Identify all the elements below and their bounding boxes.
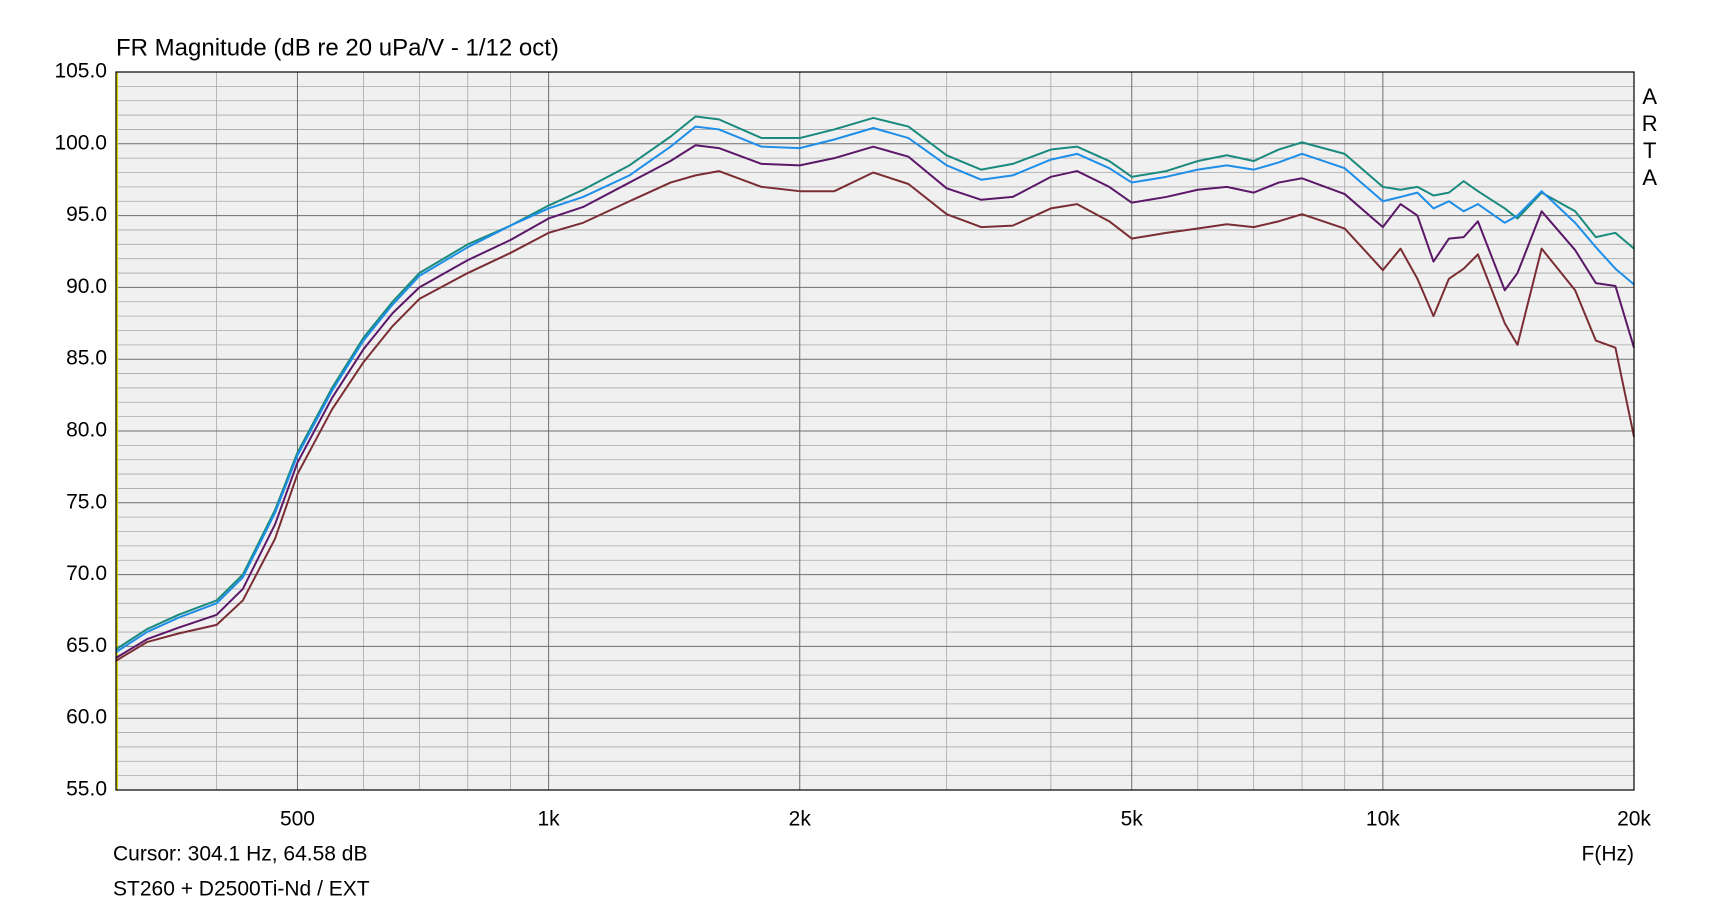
y-tick-label: 65.0 [66, 634, 107, 657]
subtitle: ST260 + D2500Ti-Nd / EXT [113, 878, 370, 901]
y-tick-label: 55.0 [66, 778, 107, 801]
x-tick-label: 10k [1366, 808, 1400, 831]
y-tick-label: 105.0 [54, 60, 107, 83]
x-tick-label: 1k [538, 808, 561, 831]
series-line [115, 170, 1635, 662]
series-line [115, 144, 1635, 659]
y-tick-label: 90.0 [66, 275, 107, 298]
x-tick-label: 2k [789, 808, 812, 831]
y-tick-label: 100.0 [54, 131, 107, 154]
watermark: ARTA [1637, 84, 1662, 192]
y-tick-label: 80.0 [66, 419, 107, 442]
series-line [115, 125, 1635, 653]
x-tick-label: 500 [280, 808, 315, 831]
series-line [115, 115, 1635, 651]
chart-title: FR Magnitude (dB re 20 uPa/V - 1/12 oct) [116, 34, 559, 61]
y-tick-label: 95.0 [66, 203, 107, 226]
cursor-readout: Cursor: 304.1 Hz, 64.58 dB [113, 843, 367, 866]
y-tick-label: 75.0 [66, 490, 107, 513]
y-tick-label: 85.0 [66, 347, 107, 370]
y-tick-label: 60.0 [66, 706, 107, 729]
x-tick-label: 5k [1121, 808, 1144, 831]
plot-frame [115, 71, 1635, 791]
x-axis-label: F(Hz) [1582, 843, 1634, 866]
x-tick-label: 20k [1617, 808, 1651, 831]
y-tick-label: 70.0 [66, 562, 107, 585]
